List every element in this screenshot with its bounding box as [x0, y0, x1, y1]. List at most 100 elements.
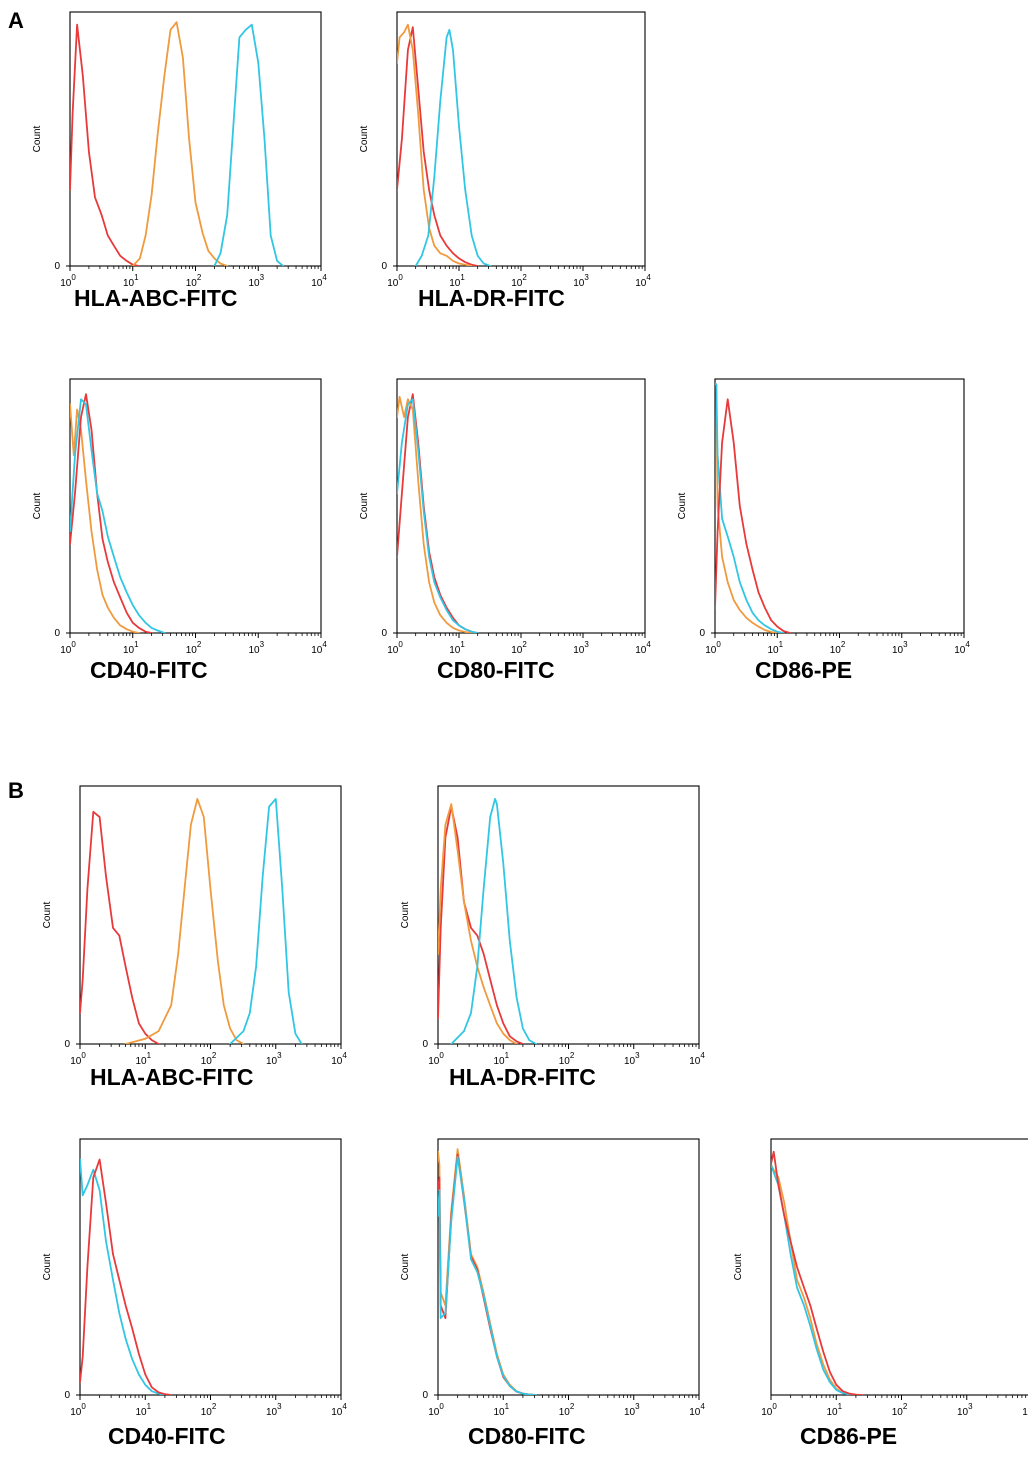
histogram-series-line [715, 398, 791, 633]
histogram-plot-a-4: 100 101 102 103 104 0 Count [357, 339, 685, 673]
y-axis-label: Count [400, 901, 411, 928]
plot-frame [396, 378, 646, 634]
x-axis-label: CD40-FITC [90, 657, 208, 683]
histogram-plot-b-6: 100 101 102 103 104 0 Count [40, 746, 381, 1084]
x-tick-label: 104 [1022, 1402, 1028, 1418]
x-tick-label: 104 [689, 1051, 705, 1067]
plot-svg: 100 101 102 103 104 Count [733, 1138, 1028, 1418]
x-tick-label: 104 [635, 640, 651, 656]
y-tick-label: 0 [54, 628, 60, 639]
x-tick-label: 104 [311, 273, 327, 289]
histogram-series-line [80, 1158, 166, 1395]
x-tick-label: 104 [331, 1402, 347, 1418]
y-axis-label: Count [42, 1253, 53, 1280]
x-tick-label: 101 [767, 640, 783, 656]
x-tick-label: 101 [493, 1402, 509, 1418]
x-tick-label: 103 [266, 1051, 282, 1067]
histogram-series-line [771, 1150, 864, 1395]
x-tick-label: 100 [705, 640, 721, 656]
histogram-plot-b-10: 100 101 102 103 104 Count [731, 1099, 1028, 1435]
panel-letter-a: A [8, 8, 24, 33]
histogram-plot-a-2: 100 101 102 103 104 0 Count [357, 0, 685, 306]
x-tick-label: 104 [635, 273, 651, 289]
y-axis-label: Count [733, 1253, 744, 1280]
x-tick-label: 104 [954, 640, 970, 656]
x-axis-label: CD86-PE [755, 657, 853, 683]
plot-frame [437, 785, 700, 1045]
plot-frame [79, 1138, 342, 1396]
histogram-plot-b-7: 100 101 102 103 104 0 Count [398, 746, 739, 1084]
x-tick-label: 101 [449, 640, 465, 656]
x-tick-label: 102 [830, 640, 846, 656]
y-axis-label: Count [42, 901, 53, 928]
plot-frame [69, 378, 322, 634]
x-tick-label: 103 [248, 273, 264, 289]
x-tick-label: 100 [428, 1051, 444, 1067]
x-tick-label: 103 [573, 273, 589, 289]
x-tick-label: 104 [689, 1402, 705, 1418]
x-tick-label: 103 [248, 640, 264, 656]
histogram-series-line [715, 383, 785, 633]
x-tick-label: 102 [559, 1402, 575, 1418]
x-tick-label: 102 [201, 1402, 217, 1418]
histogram-series-line [80, 810, 160, 1044]
x-tick-label: 100 [428, 1402, 444, 1418]
x-axis-label: CD40-FITC [108, 1423, 226, 1449]
histogram-series-line [80, 1158, 173, 1395]
plot-frame [714, 378, 965, 634]
y-axis-label: Count [32, 492, 43, 519]
histogram-series-line [70, 23, 140, 266]
x-tick-label: 100 [387, 273, 403, 289]
x-tick-label: 103 [624, 1051, 640, 1067]
x-tick-label: 102 [892, 1402, 908, 1418]
x-tick-label: 104 [331, 1051, 347, 1067]
y-tick-label: 0 [422, 1039, 428, 1050]
histogram-plot-a-1: 100 101 102 103 104 0 Count [30, 0, 361, 306]
histogram-series-line [70, 398, 166, 633]
histogram-series-line [397, 393, 479, 633]
x-axis-label: HLA-DR-FITC [418, 285, 565, 311]
y-axis-label: Count [359, 125, 370, 152]
histogram-series-line [438, 1156, 538, 1395]
histogram-series-line [397, 26, 479, 266]
x-axis-label: HLA-ABC-FITC [90, 1064, 254, 1090]
x-axis-label: HLA-DR-FITC [449, 1064, 596, 1090]
plot-frame [770, 1138, 1028, 1396]
x-tick-label: 103 [624, 1402, 640, 1418]
y-axis-label: Count [359, 492, 370, 519]
histogram-series-line [771, 1163, 857, 1395]
panel-letter-b: B [8, 778, 24, 803]
x-tick-label: 100 [70, 1051, 86, 1067]
histogram-series-line [715, 383, 779, 633]
x-axis-label: HLA-ABC-FITC [74, 285, 238, 311]
histogram-series-line [438, 1148, 538, 1395]
y-tick-label: 0 [381, 628, 387, 639]
histogram-series-line [397, 395, 473, 633]
x-tick-label: 101 [826, 1402, 842, 1418]
plot-svg: 100 101 102 103 104 0 Count [359, 378, 651, 656]
x-tick-label: 102 [511, 640, 527, 656]
histogram-plot-a-5: 100 101 102 103 104 0 Count [675, 339, 1004, 673]
histogram-series-line [450, 798, 538, 1044]
y-tick-label: 0 [54, 261, 60, 272]
x-axis-label: CD86-PE [800, 1423, 898, 1449]
x-tick-label: 100 [761, 1402, 777, 1418]
plot-frame [79, 785, 342, 1045]
plot-frame [396, 11, 646, 267]
histogram-series-line [131, 21, 229, 266]
x-tick-label: 103 [573, 640, 589, 656]
x-tick-label: 104 [311, 640, 327, 656]
y-axis-label: Count [32, 125, 43, 152]
histogram-series-line [213, 23, 285, 266]
histogram-plot-b-8: 100 101 102 103 104 0 Count [40, 1099, 381, 1435]
x-tick-label: 100 [387, 640, 403, 656]
x-tick-label: 103 [266, 1402, 282, 1418]
x-tick-label: 101 [123, 640, 139, 656]
